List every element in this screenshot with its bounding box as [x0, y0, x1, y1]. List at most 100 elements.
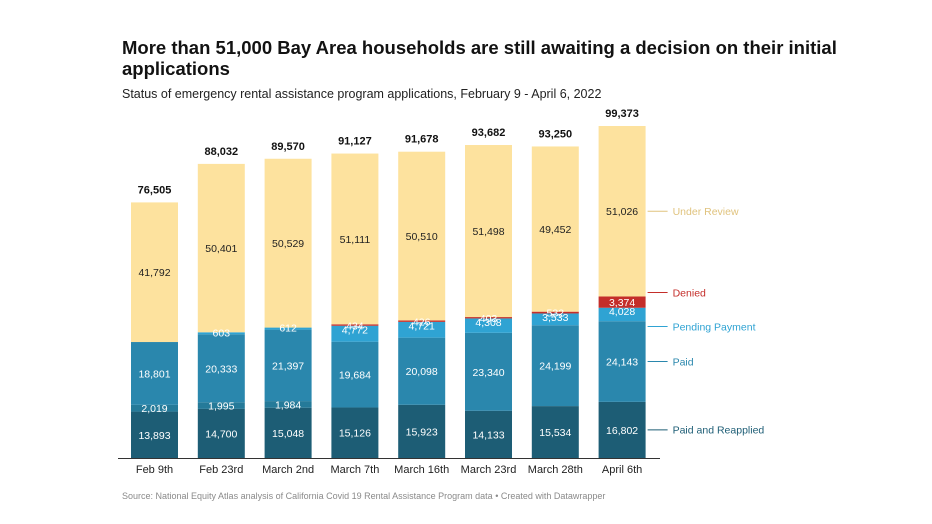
bar-segment — [331, 324, 379, 326]
bar-segment — [197, 332, 245, 335]
source-note: Source: National Equity Atlas analysis o… — [122, 491, 606, 501]
segment-value-label: 18,801 — [138, 368, 170, 380]
total-label: 99,373 — [605, 108, 639, 120]
bar-segment — [531, 406, 579, 458]
bars-layer — [131, 126, 646, 458]
segment-value-label: 23,340 — [472, 367, 504, 379]
chart-title: More than 51,000 Bay Area households are… — [122, 37, 837, 79]
segment-value-label: 51,498 — [472, 226, 504, 238]
segment-value-label: 24,199 — [539, 361, 571, 373]
x-tick-label: March 23rd — [461, 464, 517, 476]
bar-segment — [465, 145, 512, 318]
segment-value-label: 403 — [480, 313, 498, 325]
total-label: 93,250 — [538, 128, 572, 140]
x-tick-label: Feb 23rd — [199, 464, 243, 476]
segment-value-label: 603 — [213, 327, 231, 339]
segment-value-label: 3,533 — [542, 312, 568, 324]
bar-segment — [465, 332, 512, 411]
bar-segment — [131, 202, 178, 343]
legend-label: Pending Payment — [673, 321, 756, 333]
x-tick-label: March 7th — [330, 464, 379, 476]
bar-segment — [331, 407, 379, 458]
segment-value-label: 532 — [547, 308, 565, 320]
segment-value-label: 1,984 — [275, 399, 301, 411]
bar-segment — [331, 341, 379, 408]
bar-segment — [531, 313, 579, 326]
segment-value-label: 15,048 — [272, 428, 304, 440]
x-tick-label: March 28th — [528, 464, 583, 476]
segment-value-label: 2,019 — [141, 403, 167, 415]
segment-value-label: 4,028 — [609, 306, 635, 318]
x-tick-label: March 16th — [394, 464, 449, 476]
segment-value-label: 49,452 — [539, 224, 571, 236]
segment-value-label: 51,026 — [606, 206, 638, 218]
segment-labels-layer: 13,893 2,019 18,801 41,792 14,700 1,995 20,333… — [138, 206, 638, 442]
bar-segment — [598, 401, 646, 458]
bar-segment — [531, 311, 579, 314]
chart-subtitle: Status of emergency rental assistance pr… — [122, 87, 602, 101]
bar-segment — [264, 327, 312, 330]
total-label: 91,127 — [338, 136, 372, 148]
segment-value-label: 13,893 — [138, 430, 170, 442]
legend: Paid and Reapplied Paid Pending Payment Den… — [647, 206, 765, 437]
segment-value-label: 4,308 — [475, 317, 501, 329]
segment-value-label: 426 — [413, 316, 431, 328]
segment-value-label: 1,995 — [208, 401, 234, 413]
bar-segment — [465, 317, 512, 319]
total-label: 93,682 — [472, 127, 506, 139]
total-label: 91,678 — [405, 134, 439, 146]
segment-value-label: 15,923 — [406, 426, 438, 438]
x-tick-label: March 2nd — [262, 464, 314, 476]
bar-segment — [197, 408, 245, 458]
total-label: 76,505 — [138, 184, 172, 196]
segment-value-label: 20,098 — [406, 366, 438, 378]
segment-value-label: 15,534 — [539, 427, 571, 439]
bar-segment — [131, 411, 178, 458]
bar-segment — [598, 307, 646, 322]
bar-segment — [598, 296, 646, 308]
legend-label: Paid — [673, 356, 694, 368]
bar-segment — [331, 325, 379, 342]
total-label: 89,570 — [271, 141, 305, 153]
bar-segment — [398, 151, 446, 321]
bar-segment — [531, 146, 579, 312]
bar-segment — [197, 163, 245, 333]
bar-segment — [398, 404, 446, 458]
bar-segment — [264, 329, 312, 402]
legend-label: Paid and Reapplied — [673, 425, 765, 437]
segment-value-label: 50,529 — [272, 238, 304, 250]
bar-segment — [465, 410, 512, 458]
bar-segment — [264, 407, 312, 458]
bar-segment — [531, 325, 579, 407]
segment-value-label: 50,401 — [205, 243, 237, 255]
total-label: 88,032 — [204, 146, 238, 158]
bar-segment — [598, 321, 646, 402]
segment-value-label: 4,721 — [409, 320, 435, 332]
bar-segment — [331, 153, 379, 325]
bar-segment — [131, 342, 178, 405]
bar-segment — [264, 401, 312, 408]
bar-segment — [197, 402, 245, 409]
segment-value-label: 16,802 — [606, 425, 638, 437]
legend-label: Under Review — [673, 206, 739, 218]
bar-segment — [197, 334, 245, 403]
bar-segment — [398, 337, 446, 405]
segment-value-label: 51,111 — [340, 234, 371, 246]
bar-segment — [264, 158, 312, 328]
segment-value-label: 434 — [346, 320, 364, 332]
bar-segment — [398, 321, 446, 338]
segment-value-label: 14,700 — [205, 428, 237, 440]
bar-segment — [398, 320, 446, 322]
segment-value-label: 24,143 — [606, 357, 638, 369]
x-tick-label: Feb 9th — [136, 464, 173, 476]
segment-value-label: 14,133 — [472, 429, 504, 441]
segment-value-label: 20,333 — [205, 363, 237, 375]
segment-value-label: 21,397 — [272, 360, 304, 372]
segment-value-label: 612 — [279, 323, 297, 335]
bar-segment — [131, 404, 178, 412]
total-labels-layer: 76,505 88,032 89,570 91,127 91,678 93,682 93,2… — [138, 108, 639, 196]
segment-value-label: 4,772 — [342, 324, 368, 336]
segment-value-label: 3,374 — [609, 297, 635, 309]
bar-segment — [598, 126, 646, 297]
